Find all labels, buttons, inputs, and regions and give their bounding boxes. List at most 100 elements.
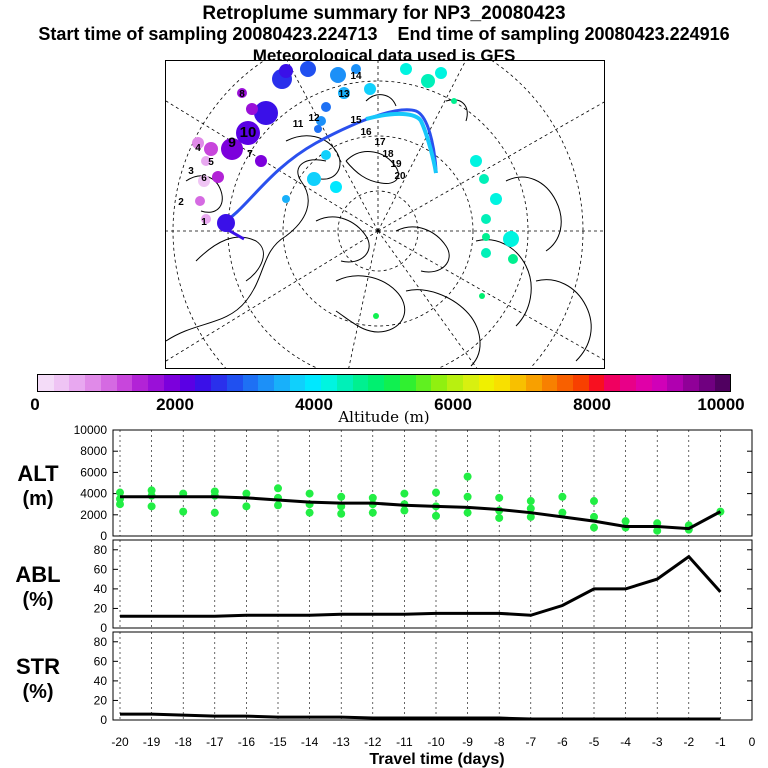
plume-point xyxy=(508,254,518,264)
scatter-point xyxy=(147,486,156,495)
plume-point xyxy=(279,64,293,78)
coastlines xyxy=(166,94,592,367)
scatter-point xyxy=(590,523,598,532)
y-tick-label: 6000 xyxy=(80,465,107,479)
trajectory-line-cyan xyxy=(365,112,438,174)
scatter-point xyxy=(305,489,314,498)
scatter-point xyxy=(558,508,567,517)
plume-point xyxy=(198,175,210,187)
plume-point xyxy=(255,155,267,167)
x-tick-label: -6 xyxy=(557,735,568,749)
colorbar-swatch xyxy=(651,375,668,391)
scatter-point xyxy=(147,502,156,511)
scatter-point xyxy=(147,491,156,500)
x-tick-label: -18 xyxy=(175,735,193,749)
plume-point xyxy=(470,155,482,167)
y-tick-label: 60 xyxy=(94,654,108,668)
colorbar-swatch xyxy=(494,375,511,391)
colorbar-swatch xyxy=(321,375,337,391)
colorbar-swatch xyxy=(336,375,353,391)
plume-point xyxy=(451,98,457,104)
plume-point xyxy=(482,233,490,241)
plume-point xyxy=(192,137,204,149)
x-axis-label: Travel time (days) xyxy=(369,751,504,768)
scatter-point xyxy=(116,494,124,503)
trajectory-line-blue xyxy=(221,108,438,225)
plume-point xyxy=(481,248,491,258)
scatter-point xyxy=(210,487,219,496)
scatter-point xyxy=(116,500,124,509)
x-tick-label: -10 xyxy=(427,735,445,749)
scatter-point xyxy=(463,492,472,501)
scatter-point xyxy=(684,525,693,534)
colorbar-tick-6000: 6000 xyxy=(434,395,472,414)
x-tick-label: -11 xyxy=(396,735,413,749)
y-tick-label: 2000 xyxy=(80,508,107,522)
scatter-point xyxy=(368,500,377,509)
colorbar-swatch xyxy=(211,375,227,391)
plume-point xyxy=(421,74,435,88)
str-panel: 0 20 40 60 80 STR(%) xyxy=(16,631,753,727)
colorbar-swatch xyxy=(478,375,495,391)
plume-point xyxy=(212,171,224,183)
colorbar-swatch xyxy=(85,375,101,391)
scatter-point xyxy=(526,504,535,513)
y-axis-unit: (%) xyxy=(22,589,53,611)
scatter-point xyxy=(684,521,693,530)
plume-point xyxy=(490,193,502,205)
scatter-point xyxy=(653,519,662,528)
colorbar-swatch xyxy=(557,375,573,391)
plume-point xyxy=(400,63,412,75)
colorbar-swatch xyxy=(100,375,117,391)
scatter-point xyxy=(179,489,188,498)
plume-point xyxy=(201,214,211,224)
panel-frame xyxy=(112,631,753,721)
colorbar-swatch xyxy=(305,375,322,391)
x-tick-label: -16 xyxy=(238,735,256,749)
x-tick-label: -5 xyxy=(589,735,600,749)
y-tick-label: 80 xyxy=(94,635,108,649)
x-tick-label: -20 xyxy=(111,735,129,749)
day-label: 15 xyxy=(350,115,362,126)
y-tick-label: 0 xyxy=(100,621,107,635)
scatter-point xyxy=(432,488,440,497)
plume-point xyxy=(237,88,247,98)
scatter-point xyxy=(274,501,282,510)
x-tick-label: -15 xyxy=(269,735,287,749)
plume-point xyxy=(330,181,342,193)
x-tick-label: -14 xyxy=(301,735,319,749)
y-axis-unit: (%) xyxy=(22,681,53,703)
x-tick-label: -3 xyxy=(652,735,663,749)
scatter-point xyxy=(526,512,535,521)
plume-point xyxy=(221,138,243,160)
scatter-point xyxy=(400,506,409,515)
day-label: 7 xyxy=(247,149,253,160)
scatter-point xyxy=(495,493,504,502)
scatter-point xyxy=(274,493,282,502)
scatter-point xyxy=(558,492,567,501)
day-label: 1 xyxy=(201,217,207,228)
scatter-point xyxy=(432,511,440,520)
colorbar-swatch xyxy=(572,375,589,391)
plume-point xyxy=(254,101,278,125)
x-tick-label: -2 xyxy=(683,735,694,749)
plume-point xyxy=(321,102,331,112)
day-label: 8 xyxy=(239,89,245,100)
colorbar-swatch xyxy=(714,375,731,391)
scatter-point xyxy=(432,502,440,511)
colorbar-swatch xyxy=(620,375,636,391)
scatter-point xyxy=(305,500,314,509)
colorbar-swatch xyxy=(604,375,621,391)
day-label: 3 xyxy=(188,166,194,177)
scatter-point xyxy=(495,506,504,515)
colorbar-tick-0: 0 xyxy=(30,395,40,414)
colorbar-swatch xyxy=(510,375,526,391)
x-tick-label: -19 xyxy=(143,735,161,749)
plume-point xyxy=(479,174,489,184)
colorbar-swatch xyxy=(148,375,164,391)
scatter-point xyxy=(526,497,535,506)
chart-title: Retroplume summary for NP3_20080423 xyxy=(202,3,566,24)
day-label: 18 xyxy=(382,149,394,160)
colorbar-swatch xyxy=(352,375,369,391)
